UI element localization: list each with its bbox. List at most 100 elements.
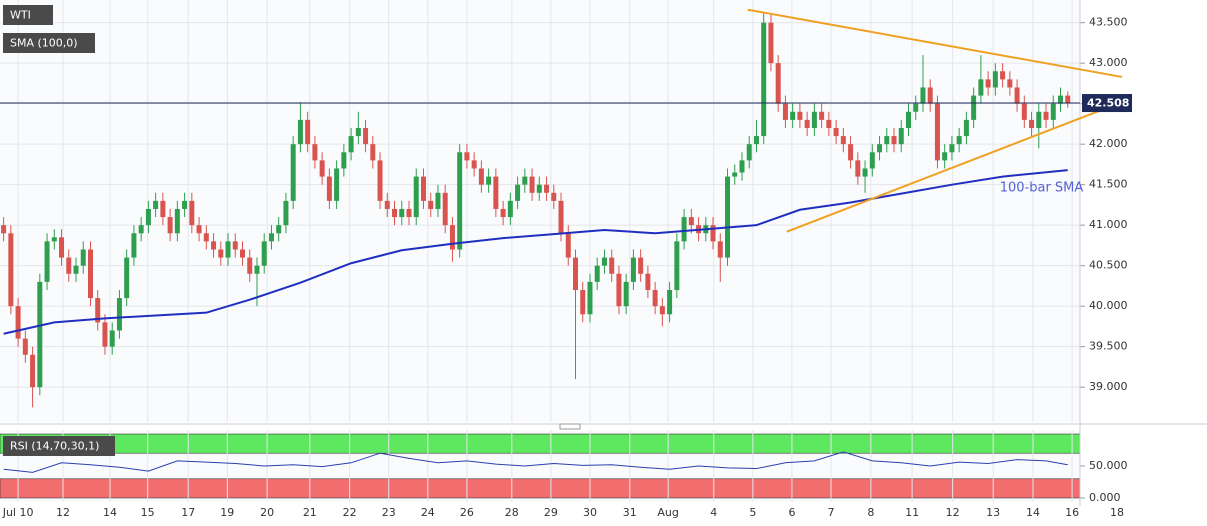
candle-body — [15, 306, 21, 339]
trendline — [747, 8, 1123, 78]
candle-body — [913, 103, 919, 112]
x-tick-label: 7 — [828, 506, 835, 519]
y-tick-label: 43.500 — [1089, 16, 1128, 29]
x-tick-label: Jul 10 — [2, 506, 34, 519]
candle-body — [819, 111, 825, 120]
candle-body — [869, 152, 875, 169]
candle-body — [811, 111, 817, 128]
y-tick-label: 40.500 — [1089, 259, 1128, 272]
candle-body — [507, 200, 513, 218]
x-tick-label: 13 — [986, 506, 1000, 519]
candle-body — [102, 322, 108, 347]
candle-body — [268, 233, 274, 242]
candle-body — [399, 208, 405, 218]
candle-body — [59, 237, 65, 258]
candle-body — [449, 225, 455, 250]
x-tick-label: 4 — [710, 506, 717, 519]
y-tick-label: 39.500 — [1089, 340, 1128, 353]
candle-body — [978, 79, 984, 96]
candle-body — [746, 144, 752, 161]
candle-body — [587, 281, 593, 315]
candle-body — [1007, 79, 1013, 88]
candle-body — [963, 119, 969, 137]
candle-body — [905, 111, 911, 128]
candle-body — [182, 200, 188, 209]
y-tick-label: 41.500 — [1089, 178, 1128, 191]
candle-body — [406, 208, 412, 218]
last-price-box — [1082, 94, 1132, 113]
candle-body — [203, 233, 209, 242]
candle-body — [768, 22, 774, 64]
candle-body — [1014, 87, 1020, 104]
candle-body — [623, 281, 629, 307]
candle-body — [334, 168, 340, 201]
candle-body — [544, 184, 550, 193]
candle-body — [934, 103, 940, 161]
x-tick-label: 28 — [505, 506, 519, 519]
candle-body — [377, 160, 383, 201]
rsi-band — [0, 478, 1081, 499]
legend-box — [3, 5, 53, 25]
candle-body — [949, 144, 955, 153]
candle-body — [942, 152, 948, 161]
y-tick-label: 39.000 — [1089, 380, 1128, 393]
sma-label: 100-bar SMA — [1000, 181, 1084, 196]
candle-body — [80, 249, 86, 266]
resize-handle[interactable] — [559, 423, 581, 430]
x-tick-label: 17 — [181, 506, 195, 519]
candle-body — [804, 119, 810, 128]
y-tick-label: 42.000 — [1089, 137, 1128, 150]
candle-body — [536, 184, 542, 193]
candle-body — [196, 225, 202, 234]
y-tick-label: 41.000 — [1089, 218, 1128, 231]
x-tick-label: 8 — [867, 506, 874, 519]
candle-body — [478, 168, 484, 185]
x-tick-label: 19 — [220, 506, 234, 519]
candle-body — [681, 217, 687, 242]
candle-body — [1050, 103, 1056, 120]
candle-body — [290, 144, 296, 201]
candle-body — [638, 257, 644, 274]
x-tick-label: 30 — [583, 506, 597, 519]
candle-body — [174, 208, 180, 234]
candle-body — [471, 160, 477, 169]
candle-body — [66, 257, 72, 274]
sma-line — [3, 169, 1068, 335]
candle-body — [370, 144, 376, 161]
plot-area — [0, 0, 1080, 422]
x-tick-label: 14 — [1026, 506, 1040, 519]
candle-body — [515, 184, 521, 201]
candle-body — [145, 208, 151, 226]
candle-body — [312, 144, 318, 161]
candle-body — [667, 289, 673, 315]
x-tick-label: 20 — [260, 506, 274, 519]
x-tick-label: 15 — [141, 506, 155, 519]
candle-body — [1065, 95, 1071, 104]
candle-body — [261, 241, 267, 266]
candle-body — [392, 208, 398, 218]
x-tick-label: 22 — [343, 506, 357, 519]
candle-body — [884, 136, 890, 145]
x-tick-label: 11 — [905, 506, 919, 519]
candle-body — [297, 119, 303, 145]
x-tick-label: 18 — [1110, 506, 1124, 519]
candle-body — [862, 168, 868, 177]
candle-body — [283, 200, 289, 226]
trendline — [786, 101, 1123, 233]
x-tick-label: 29 — [544, 506, 558, 519]
candle-body — [840, 136, 846, 145]
candle-body — [848, 144, 854, 161]
candle-body — [855, 160, 861, 177]
candle-body — [797, 111, 803, 120]
candle-body — [435, 192, 441, 209]
candle-body — [167, 217, 173, 234]
candle-body — [877, 144, 883, 153]
candle-body — [37, 281, 43, 388]
candle-body — [565, 233, 571, 258]
candle-body — [782, 103, 788, 120]
candle-body — [326, 176, 332, 201]
candle-body — [891, 136, 897, 145]
candle-body — [73, 265, 79, 274]
candle-body — [717, 241, 723, 258]
